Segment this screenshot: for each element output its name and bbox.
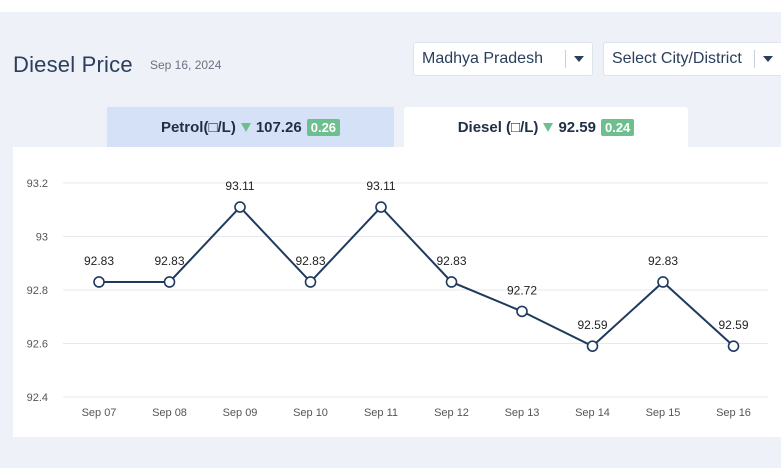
tab-petrol-change-badge: 0.26 xyxy=(306,118,341,136)
data-point xyxy=(234,201,246,213)
price-down-icon xyxy=(240,122,251,132)
caret-down-icon[interactable] xyxy=(574,56,584,62)
x-tick-label: Sep 13 xyxy=(505,407,540,419)
data-point xyxy=(657,276,669,288)
x-tick-label: Sep 09 xyxy=(223,407,258,419)
city-dropdown[interactable]: Select City/District xyxy=(603,42,781,76)
data-point xyxy=(375,201,387,213)
dropdown-separator xyxy=(565,50,566,68)
tab-diesel[interactable]: Diesel (□/L) 92.59 0.24 xyxy=(404,107,688,147)
data-point xyxy=(445,276,458,288)
price-chart: 93.2 93 92.8 92.6 92.4 Sep 07 Sep 08 Sep 09 Sep … xyxy=(13,147,781,437)
data-point xyxy=(586,340,599,352)
dropdown-separator xyxy=(754,50,755,68)
y-tick-label: 93.2 xyxy=(27,178,48,190)
data-point xyxy=(516,305,528,318)
x-tick-label: Sep 12 xyxy=(434,407,469,419)
price-date: Sep 16, 2024 xyxy=(150,58,222,72)
caret-down-icon[interactable] xyxy=(763,56,773,62)
x-tick-label: Sep 16 xyxy=(716,407,751,419)
x-tick-label: Sep 15 xyxy=(646,407,681,419)
data-point xyxy=(163,276,176,288)
data-label: 92.83 xyxy=(648,254,678,268)
tab-petrol-price: 107.26 xyxy=(255,118,302,136)
x-tick-label: Sep 10 xyxy=(293,407,328,419)
data-label: 92.72 xyxy=(507,283,537,297)
x-tick-label: Sep 08 xyxy=(152,407,187,419)
price-down-icon xyxy=(543,122,554,132)
data-label: 92.59 xyxy=(577,318,607,332)
tab-diesel-price: 92.59 xyxy=(558,118,596,136)
data-point xyxy=(727,340,740,352)
y-tick-label: 92.8 xyxy=(27,285,48,297)
page-title: Diesel Price xyxy=(13,52,133,77)
y-tick-label: 93 xyxy=(36,232,48,244)
x-tick-label: Sep 14 xyxy=(575,407,610,419)
data-label: 93.11 xyxy=(366,179,395,193)
x-tick-label: Sep 07 xyxy=(82,407,117,419)
data-point xyxy=(93,276,105,288)
x-tick-label: Sep 11 xyxy=(364,407,398,419)
series-line xyxy=(99,205,735,348)
data-label: 92.59 xyxy=(718,318,748,332)
data-label: 92.83 xyxy=(295,254,325,268)
data-label: 92.83 xyxy=(436,254,466,268)
tab-petrol[interactable]: Petrol(□/L) 107.26 0.26 xyxy=(107,107,394,147)
tab-diesel-label: Diesel (□/L) xyxy=(457,118,539,136)
data-label: 92.83 xyxy=(84,254,114,268)
data-label: 92.83 xyxy=(154,254,184,268)
state-dropdown[interactable]: Madhya Pradesh xyxy=(413,42,593,76)
top-bar xyxy=(0,0,781,12)
data-point xyxy=(304,276,317,288)
tab-petrol-label: Petrol(□/L) xyxy=(160,118,236,136)
state-dropdown-value: Madhya Pradesh xyxy=(422,50,543,67)
spacer xyxy=(0,12,781,28)
y-tick-label: 92.6 xyxy=(27,339,48,351)
data-label: 93.11 xyxy=(225,179,254,193)
tab-diesel-change-badge: 0.24 xyxy=(600,118,635,136)
city-dropdown-value: Select City/District xyxy=(612,50,742,67)
price-line-chart: 93.2 93 92.8 92.6 92.4 Sep 07 Sep 08 Sep 09 Sep … xyxy=(27,178,768,419)
y-tick-label: 92.4 xyxy=(27,392,48,404)
